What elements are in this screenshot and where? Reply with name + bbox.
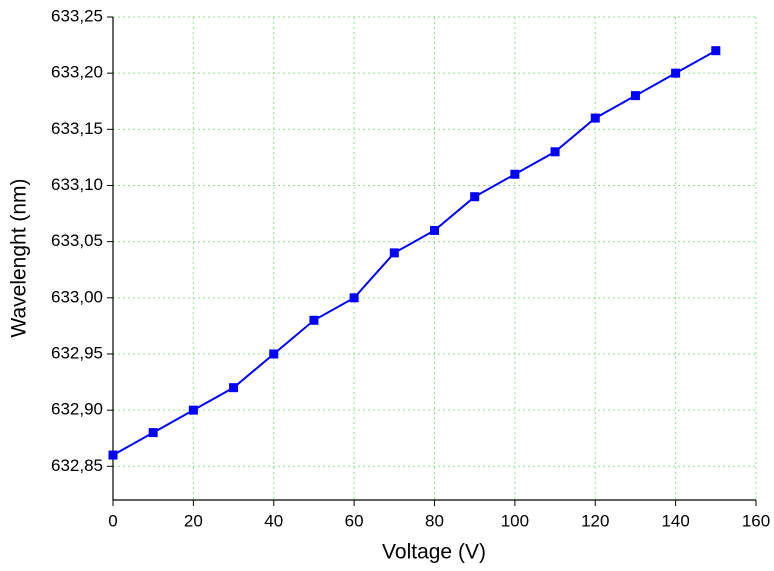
x-axis-label: Voltage (V) [382, 541, 486, 564]
data-point [269, 349, 279, 359]
x-tick-label: 0 [108, 511, 117, 530]
data-point [430, 225, 439, 235]
x-tick-label: 100 [501, 511, 529, 530]
data-point [550, 147, 560, 157]
x-tick-label: 120 [581, 511, 609, 530]
x-tick-label: 40 [264, 511, 283, 530]
data-point [630, 91, 640, 101]
y-tick-label: 633,15 [51, 119, 103, 138]
y-axis-label: Wavelenght (nm) [8, 178, 31, 337]
data-point [470, 192, 480, 202]
y-tick-label: 633,00 [51, 287, 103, 306]
data-point [309, 315, 319, 325]
data-point [148, 428, 158, 438]
data-point [711, 46, 721, 56]
y-tick-label: 633,20 [51, 63, 103, 82]
x-tick-label: 160 [742, 511, 770, 530]
data-point [188, 405, 198, 415]
x-tick-label: 20 [184, 511, 203, 530]
data-point [590, 113, 600, 123]
x-tick-label: 140 [661, 511, 689, 530]
data-point [108, 450, 118, 460]
data-line [112, 49, 717, 456]
y-tick-label: 632,95 [51, 343, 103, 362]
y-tick-label: 632,85 [51, 456, 103, 475]
y-tick-label: 633,05 [51, 231, 103, 250]
data-point [671, 68, 681, 78]
y-tick-label: 632,90 [51, 400, 103, 419]
x-tick-label: 60 [345, 511, 364, 530]
y-tick-label: 633,25 [51, 6, 103, 25]
data-point [510, 169, 520, 179]
data-point [389, 248, 399, 258]
y-tick-label: 633,10 [51, 175, 103, 194]
data-point [229, 383, 239, 393]
data-point [349, 293, 359, 303]
x-tick-label: 80 [425, 511, 444, 530]
